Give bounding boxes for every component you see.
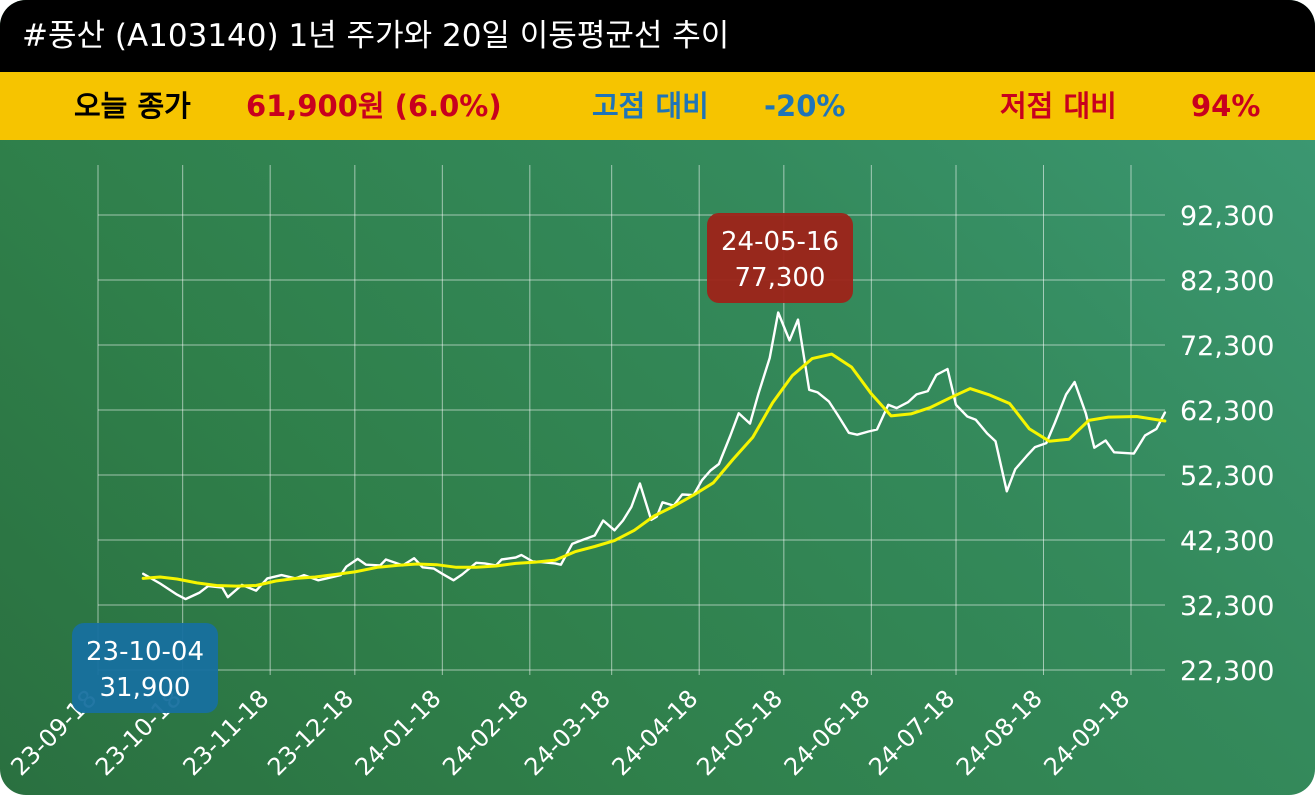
low-callout-value: 31,900 — [100, 673, 191, 703]
moving-average-line — [141, 352, 1167, 588]
y-tick-label: 82,300 — [1180, 266, 1274, 297]
x-tick-label: 24-04-18 — [607, 684, 704, 781]
y-tick-label: 52,300 — [1180, 461, 1274, 492]
low-compare-label: 저점 대비 — [1000, 89, 1117, 123]
x-tick-label: 24-08-18 — [951, 684, 1048, 781]
low-compare-value: 94% — [1191, 89, 1261, 123]
y-tick-label: 62,300 — [1180, 396, 1274, 427]
high-compare-label: 고점 대비 — [592, 89, 709, 123]
y-tick-label: 72,300 — [1180, 331, 1274, 362]
x-tick-label: 24-02-18 — [437, 684, 534, 781]
y-tick-label: 32,300 — [1180, 591, 1274, 622]
x-tick-label: 24-06-18 — [779, 684, 876, 781]
x-tick-label: 24-03-18 — [519, 684, 616, 781]
low-callout-box — [72, 623, 218, 713]
summary-bar: 오늘 종가 61,900원 (6.0%) 고점 대비 -20% 저점 대비 94… — [0, 72, 1315, 140]
x-tick-label: 24-07-18 — [863, 684, 960, 781]
low-callout-date: 23-10-04 — [86, 637, 204, 667]
x-tick-label: 24-09-18 — [1038, 684, 1135, 781]
y-tick-label: 42,300 — [1180, 526, 1274, 557]
x-tick-label: 24-05-18 — [691, 684, 788, 781]
chart-title: #풍산 (A103140) 1년 주가와 20일 이동평균선 추이 — [0, 0, 1315, 72]
y-tick-label: 22,300 — [1180, 656, 1274, 687]
price-chart: 22,300 32,300 42,300 52,300 62,300 72,300 82,3… — [5, 165, 1274, 781]
price-line — [141, 311, 1167, 601]
x-tick-label: 24-01-18 — [350, 684, 447, 781]
close-label: 오늘 종가 — [74, 89, 191, 123]
high-compare-value: -20% — [764, 89, 846, 123]
high-callout-date: 24-05-16 — [721, 227, 839, 257]
close-value: 61,900원 (6.0%) — [246, 89, 502, 123]
high-callout-value: 77,300 — [735, 263, 826, 293]
x-tick-label: 23-12-18 — [262, 684, 359, 781]
y-tick-label: 92,300 — [1180, 201, 1274, 232]
high-callout-box — [707, 213, 853, 303]
